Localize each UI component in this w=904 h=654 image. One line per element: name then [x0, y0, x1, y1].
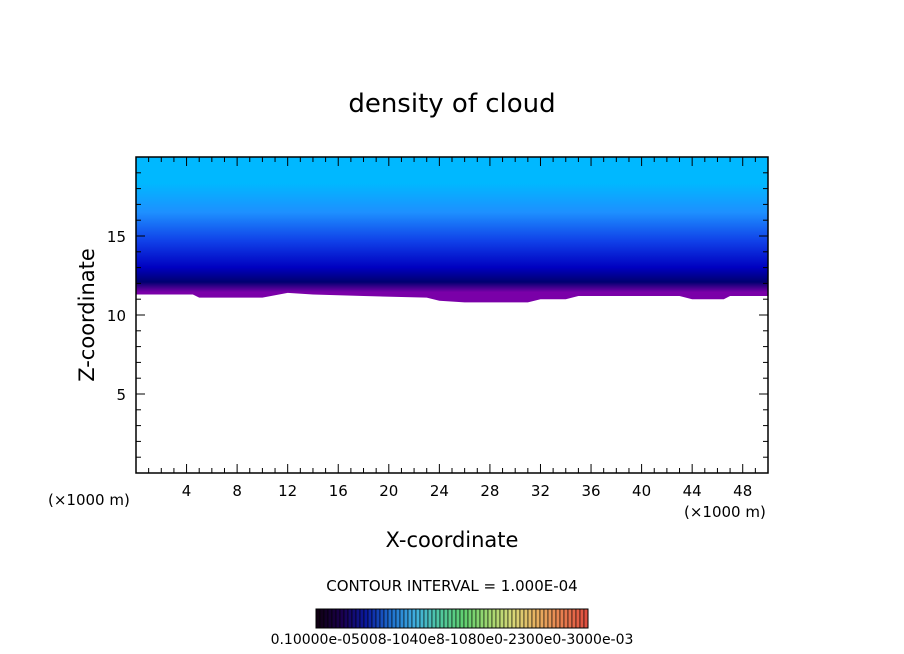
x-tick-label: 36 [581, 482, 600, 500]
y-axis-ticks: 5 10 15 [107, 172, 768, 458]
colorbar-swatch [439, 608, 445, 629]
colorbar-swatch [515, 608, 521, 629]
x-axis-ticks: 4 8 12 16 20 24 28 32 36 40 44 48 [148, 157, 756, 500]
colorbar-swatch [475, 608, 481, 629]
x-unit-label-left: (×1000 m) [48, 491, 130, 509]
colorbar-swatch [443, 608, 449, 629]
x-tick-label: 28 [480, 482, 499, 500]
colorbar-swatch [363, 608, 369, 629]
colorbar-swatch [555, 608, 561, 629]
colorbar-swatch [387, 608, 393, 629]
colorbar-swatch [319, 608, 325, 629]
colorbar [315, 608, 589, 629]
colorbar-swatch [559, 608, 565, 629]
colorbar-swatch [407, 608, 413, 629]
cloud-field [136, 157, 768, 303]
x-tick-label: 44 [683, 482, 702, 500]
colorbar-swatch [451, 608, 457, 629]
colorbar-swatch [403, 608, 409, 629]
y-axis-label: Z-coordinate [75, 248, 99, 382]
colorbar-swatch [491, 608, 497, 629]
colorbar-swatch [343, 608, 349, 629]
colorbar-swatch [567, 608, 573, 629]
colorbar-swatch [423, 608, 429, 629]
colorbar-swatch [511, 608, 517, 629]
colorbar-swatch [535, 608, 541, 629]
colorbar-swatch [539, 608, 545, 629]
chart-title: density of cloud [348, 89, 555, 119]
contour-interval-text: CONTOUR INTERVAL = 1.000E-04 [326, 577, 577, 595]
colorbar-swatch [483, 608, 489, 629]
y-tick-label: 5 [116, 386, 126, 404]
x-tick-label: 16 [329, 482, 348, 500]
colorbar-swatch [447, 608, 453, 629]
colorbar-swatch [499, 608, 505, 629]
colorbar-frame [315, 608, 589, 629]
x-tick-label: 8 [232, 482, 242, 500]
colorbar-swatch [435, 608, 441, 629]
colorbar-swatch [375, 608, 381, 629]
x-tick-label: 48 [733, 482, 752, 500]
colorbar-swatch [379, 608, 385, 629]
colorbar-swatch [411, 608, 417, 629]
colorbar-swatch [503, 608, 509, 629]
colorbar-swatch [575, 608, 581, 629]
colorbar-swatch [495, 608, 501, 629]
colorbar-swatch [355, 608, 361, 629]
colorbar-swatch [583, 608, 589, 629]
colorbar-swatch [395, 608, 401, 629]
colorbar-swatch [339, 608, 345, 629]
colorbar-swatch [523, 608, 529, 629]
colorbar-swatch [315, 608, 321, 629]
colorbar-swatch [399, 608, 405, 629]
colorbar-swatch [531, 608, 537, 629]
colorbar-swatch [347, 608, 353, 629]
y-tick-label: 15 [107, 228, 126, 246]
y-tick-label: 10 [107, 307, 126, 325]
colorbar-swatch [415, 608, 421, 629]
colorbar-swatch [419, 608, 425, 629]
colorbar-swatch [471, 608, 477, 629]
x-tick-label: 4 [182, 482, 192, 500]
colorbar-swatch [459, 608, 465, 629]
colorbar-swatch [519, 608, 525, 629]
colorbar-swatch [427, 608, 433, 629]
colorbar-swatch [391, 608, 397, 629]
x-tick-label: 40 [632, 482, 651, 500]
colorbar-swatch [371, 608, 377, 629]
colorbar-swatch [331, 608, 337, 629]
plot-area [136, 157, 768, 303]
colorbar-swatch [479, 608, 485, 629]
colorbar-swatch [467, 608, 473, 629]
x-tick-label: 32 [531, 482, 550, 500]
colorbar-swatch [571, 608, 577, 629]
colorbar-swatch [383, 608, 389, 629]
colorbar-swatch [327, 608, 333, 629]
colorbar-labels: 0.10000e-05008-1040e8-1080e0-2300e0-3000… [271, 632, 634, 648]
x-axis-label: X-coordinate [386, 528, 519, 552]
colorbar-swatch [543, 608, 549, 629]
colorbar-swatch [455, 608, 461, 629]
colorbar-swatch [579, 608, 585, 629]
colorbar-swatch [463, 608, 469, 629]
colorbar-swatch [335, 608, 341, 629]
colorbar-swatch [487, 608, 493, 629]
x-tick-label: 24 [430, 482, 449, 500]
colorbar-swatch [431, 608, 437, 629]
colorbar-swatch [527, 608, 533, 629]
x-unit-label-right: (×1000 m) [684, 503, 766, 521]
colorbar-swatch [351, 608, 357, 629]
x-tick-label: 20 [379, 482, 398, 500]
colorbar-swatch [507, 608, 513, 629]
colorbar-swatch [551, 608, 557, 629]
colorbar-swatch [547, 608, 553, 629]
colorbar-swatch [367, 608, 373, 629]
colorbar-swatch [359, 608, 365, 629]
colorbar-swatch [563, 608, 569, 629]
colorbar-swatch [323, 608, 329, 629]
x-tick-label: 12 [278, 482, 297, 500]
